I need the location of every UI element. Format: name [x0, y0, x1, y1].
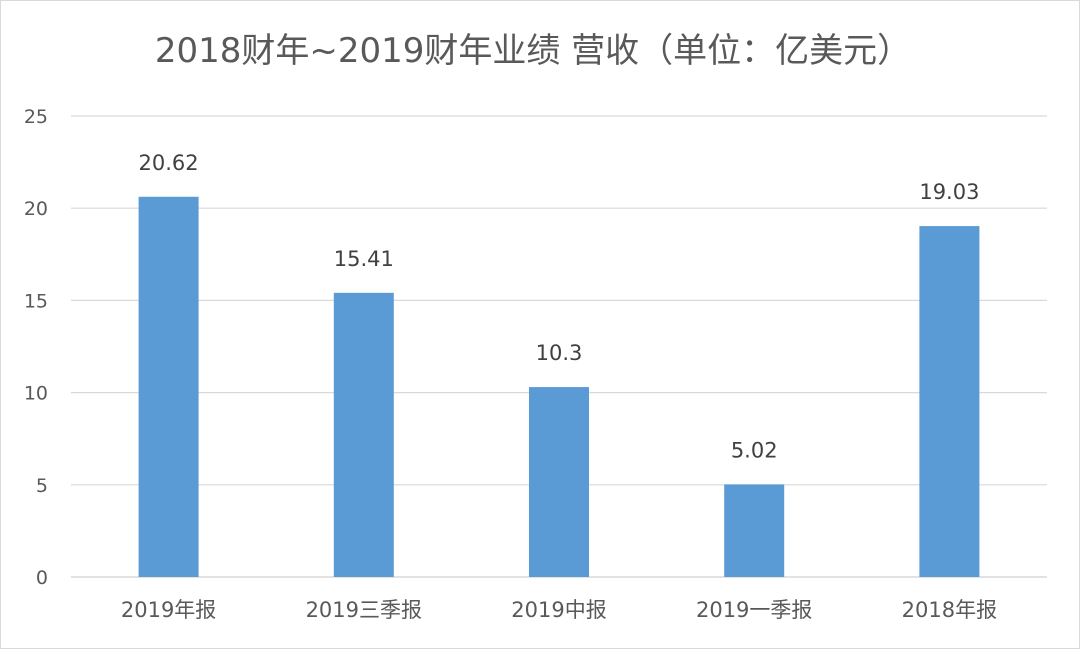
- x-category-label-4: 2019一季报: [696, 598, 812, 622]
- bars: [138, 196, 980, 578]
- data-label-5: 19.03: [919, 180, 979, 204]
- y-tick-label: 5: [36, 475, 48, 497]
- x-category-label-3: 2019中报: [511, 598, 606, 622]
- y-tick-label: 15: [24, 290, 48, 312]
- chart-title: 2018财年~2019财年业绩 营收（单位：亿美元）: [154, 31, 912, 71]
- bar-3: [529, 387, 589, 577]
- x-category-label-2: 2019三季报: [306, 598, 422, 622]
- y-tick-label: 0: [36, 567, 48, 589]
- y-tick-label: 20: [24, 198, 48, 220]
- data-label-4: 5.02: [731, 438, 778, 462]
- data-labels: 20.62 15.41 10.3 5.02 19.03: [139, 151, 980, 463]
- data-label-1: 20.62: [139, 151, 199, 175]
- data-label-2: 15.41: [334, 247, 394, 271]
- x-axis-labels: 2019年报 2019三季报 2019中报 2019一季报 2018年报: [121, 598, 997, 622]
- x-category-label-5: 2018年报: [902, 598, 997, 622]
- x-category-label-1: 2019年报: [121, 598, 216, 622]
- y-tick-label: 10: [24, 383, 48, 405]
- data-label-3: 10.3: [536, 341, 583, 365]
- y-tick-label: 25: [24, 106, 48, 128]
- bar-1: [138, 196, 199, 577]
- bar-5: [919, 226, 980, 578]
- bar-4: [724, 484, 785, 577]
- bar-2: [333, 292, 394, 577]
- y-axis-ticks: 0 5 10 15 20 25: [24, 106, 48, 589]
